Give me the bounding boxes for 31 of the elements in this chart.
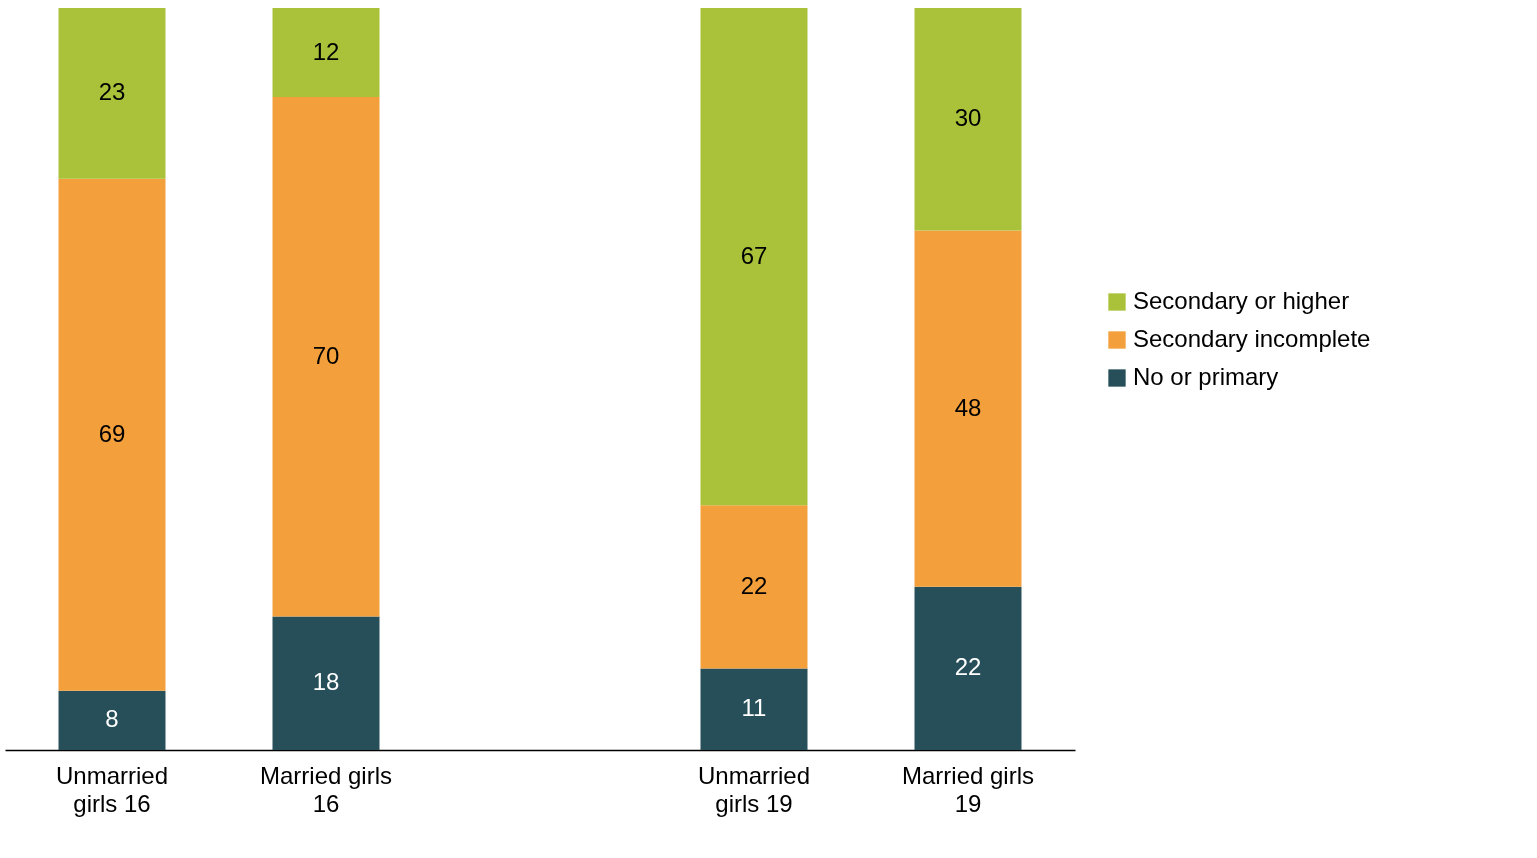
- legend-label: Secondary or higher: [1133, 287, 1350, 314]
- bar: [58, 690, 166, 750]
- legend-label: No or primary: [1133, 363, 1279, 390]
- data-label: 48: [954, 393, 982, 421]
- legend-label: Secondary incomplete: [1133, 325, 1371, 352]
- x-tick-label: Unmarried girls 19: [697, 761, 811, 817]
- bar: [272, 616, 380, 750]
- bar: [700, 505, 808, 669]
- data-label: 67: [740, 241, 768, 269]
- x-tick-label: Married girls 19: [901, 761, 1035, 817]
- x-tick-label: Unmarried girls 16: [55, 761, 169, 817]
- data-label: 22: [954, 653, 982, 681]
- data-label: 70: [312, 341, 340, 369]
- data-label: 18: [312, 668, 340, 696]
- data-label: 12: [312, 37, 340, 65]
- bar: [914, 230, 1022, 587]
- data-label: 30: [954, 104, 982, 132]
- bar: [272, 8, 380, 98]
- bar: [700, 8, 808, 506]
- bar: [58, 178, 166, 691]
- data-label: 23: [98, 78, 126, 106]
- x-tick-label: Married girls 16: [259, 761, 393, 817]
- bar: [58, 8, 166, 179]
- data-label: 69: [98, 419, 126, 447]
- data-label: 8: [105, 705, 119, 733]
- bar: [914, 586, 1022, 750]
- data-label: 11: [741, 694, 767, 722]
- data-label: 22: [740, 571, 768, 599]
- bar: [272, 97, 380, 617]
- bar: [700, 668, 808, 750]
- bar: [914, 8, 1022, 231]
